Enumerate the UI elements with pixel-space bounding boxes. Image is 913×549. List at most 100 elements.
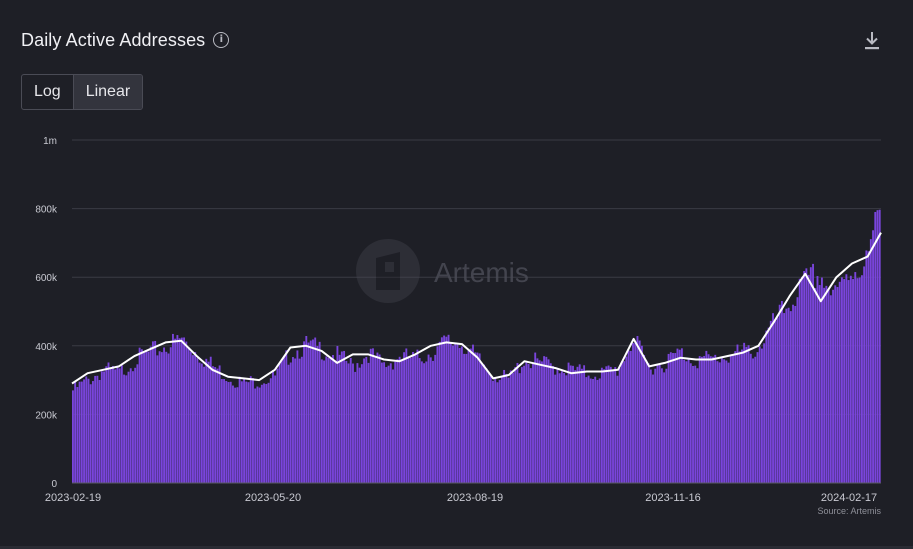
bar xyxy=(696,368,699,483)
bar xyxy=(116,366,119,483)
linear-scale-button[interactable]: Linear xyxy=(72,75,143,109)
bar xyxy=(212,366,214,483)
bar xyxy=(872,230,874,483)
bar xyxy=(269,378,272,483)
bar xyxy=(767,327,770,483)
bar xyxy=(754,356,757,483)
bar xyxy=(876,210,879,484)
bar xyxy=(874,211,877,483)
bar xyxy=(265,383,268,483)
bar xyxy=(445,336,448,483)
bar xyxy=(860,275,863,483)
bar xyxy=(234,387,237,483)
bar xyxy=(320,359,323,483)
bar xyxy=(356,363,359,483)
bar xyxy=(847,280,850,483)
bar xyxy=(92,381,94,483)
bar xyxy=(543,356,546,483)
bar xyxy=(607,365,610,483)
bar xyxy=(796,297,799,483)
bar xyxy=(843,279,846,483)
bar xyxy=(665,368,668,483)
bar xyxy=(758,346,761,483)
download-icon[interactable] xyxy=(862,30,882,52)
watermark-text: Artemis xyxy=(434,257,529,288)
bar xyxy=(638,340,641,483)
bar xyxy=(618,367,621,483)
bar xyxy=(774,321,777,483)
bar xyxy=(794,305,797,483)
bar xyxy=(118,368,121,483)
bar xyxy=(556,368,559,483)
log-scale-button[interactable]: Log xyxy=(34,83,61,100)
source-label: Source: Artemis xyxy=(817,506,881,516)
bar xyxy=(803,271,806,483)
bar xyxy=(256,386,259,483)
bar xyxy=(292,357,294,483)
bar xyxy=(814,288,817,483)
y-tick-label: 1m xyxy=(43,136,57,147)
bar xyxy=(472,344,474,483)
bar xyxy=(645,360,648,483)
bar xyxy=(343,350,346,483)
bar xyxy=(845,274,848,483)
bar xyxy=(674,353,677,483)
bar xyxy=(680,348,683,483)
bar xyxy=(303,341,306,483)
bar xyxy=(214,367,217,483)
bar xyxy=(385,367,388,483)
bar xyxy=(200,363,203,483)
bar xyxy=(107,362,110,483)
bar xyxy=(856,278,859,483)
bar xyxy=(172,333,174,483)
bar xyxy=(123,374,125,483)
bar xyxy=(158,351,161,483)
bar xyxy=(714,354,717,483)
bar xyxy=(400,360,403,483)
info-icon[interactable]: i xyxy=(213,32,230,48)
bar xyxy=(414,354,417,483)
bar xyxy=(76,387,79,483)
bar xyxy=(185,341,188,483)
bar xyxy=(536,358,539,483)
bar xyxy=(140,349,143,483)
bar xyxy=(298,358,301,483)
bar xyxy=(305,335,308,483)
bar xyxy=(745,346,748,483)
bar xyxy=(227,382,230,483)
bar xyxy=(294,358,297,483)
bar xyxy=(647,363,650,483)
bar xyxy=(834,285,837,483)
bar xyxy=(194,352,197,483)
bar xyxy=(416,349,419,483)
bar xyxy=(127,371,130,483)
bar xyxy=(649,369,652,483)
bar xyxy=(636,336,639,483)
bar xyxy=(300,356,303,483)
x-tick-label: 2023-02-19 xyxy=(45,492,101,504)
bar xyxy=(345,360,348,483)
bar xyxy=(403,352,406,483)
bar xyxy=(836,286,839,483)
bar xyxy=(776,317,779,483)
bar xyxy=(667,353,670,483)
bar xyxy=(707,354,710,483)
bar xyxy=(494,377,497,483)
bar xyxy=(463,353,466,483)
bar xyxy=(749,353,752,483)
bar xyxy=(840,277,843,483)
bar xyxy=(174,338,177,483)
bar xyxy=(676,348,679,483)
bar xyxy=(147,351,150,483)
bar xyxy=(469,348,472,483)
bar xyxy=(507,377,510,483)
bar xyxy=(169,347,172,483)
bar xyxy=(809,267,812,483)
bar xyxy=(125,375,128,483)
bar xyxy=(672,353,674,483)
bar xyxy=(867,251,870,483)
bar xyxy=(103,371,105,483)
bar xyxy=(547,359,550,483)
bar xyxy=(743,342,746,483)
bar xyxy=(276,368,279,483)
